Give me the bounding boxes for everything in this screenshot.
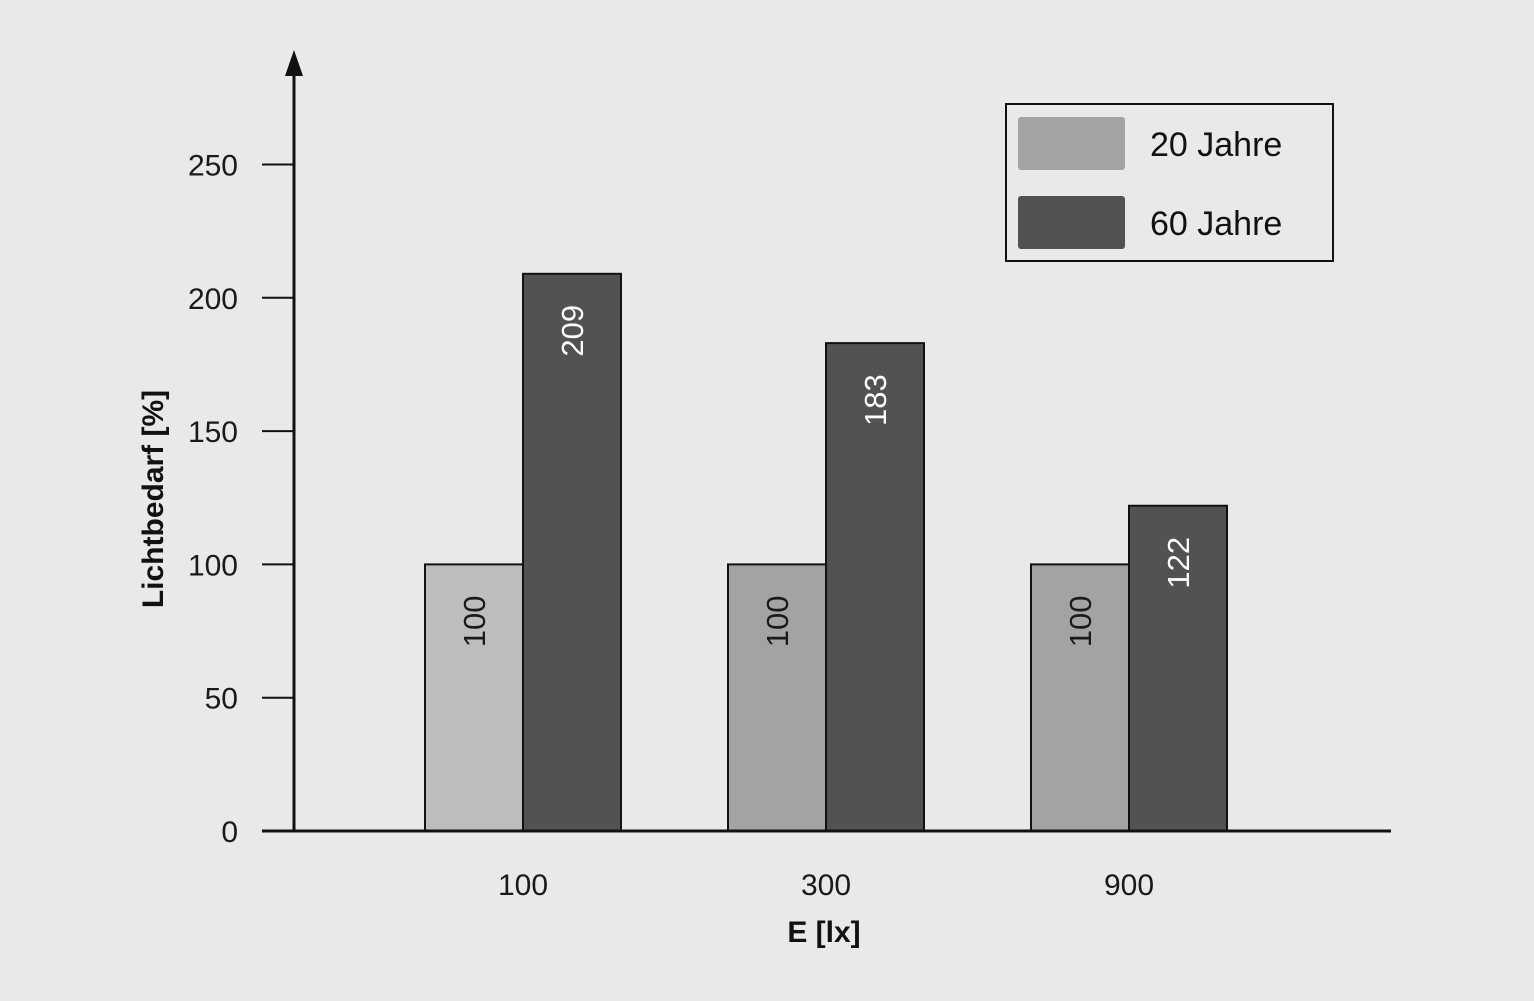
legend: 20 Jahre 60 Jahre <box>1005 103 1334 262</box>
bar-60-jahre <box>522 272 622 832</box>
y-tick-label: 150 <box>188 416 238 449</box>
bar-value-label: 122 <box>1161 537 1196 589</box>
x-tick-label: 900 <box>1104 869 1154 902</box>
x-axis-title: E [lx] <box>787 916 860 949</box>
y-ticks-layer: 0 50 100 150 200 250 <box>188 150 294 849</box>
y-tick-label: 100 <box>188 549 238 582</box>
bars-layer: 100 209 100 183 100 122 <box>424 272 1228 833</box>
y-tick-label: 250 <box>188 150 238 183</box>
bar-60-jahre <box>1128 504 1228 832</box>
y-axis-title: Lichtbedarf [%] <box>137 390 170 608</box>
y-tick-label: 200 <box>188 283 238 316</box>
y-axis-arrow-icon <box>285 50 303 76</box>
bar-value-label: 183 <box>858 374 893 426</box>
legend-box <box>1005 103 1334 262</box>
legend-label-60-jahre: 60 Jahre <box>1150 205 1282 243</box>
bar-60-jahre <box>825 342 925 832</box>
bar-value-label: 100 <box>760 596 795 648</box>
bar-20-jahre <box>424 563 524 833</box>
legend-swatch-60-jahre <box>1018 196 1125 249</box>
bar-value-label: 209 <box>555 305 590 357</box>
bar-value-label: 100 <box>457 596 492 648</box>
y-tick-label: 0 <box>221 816 238 849</box>
legend-label-20-jahre: 20 Jahre <box>1150 126 1282 164</box>
bar-value-label: 100 <box>1063 596 1098 648</box>
x-tick-label: 100 <box>498 869 548 902</box>
y-tick-label: 50 <box>205 683 238 716</box>
legend-swatch-20-jahre <box>1018 117 1125 170</box>
x-tick-labels-layer: 100 300 900 <box>498 869 1154 902</box>
x-tick-label: 300 <box>801 869 851 902</box>
